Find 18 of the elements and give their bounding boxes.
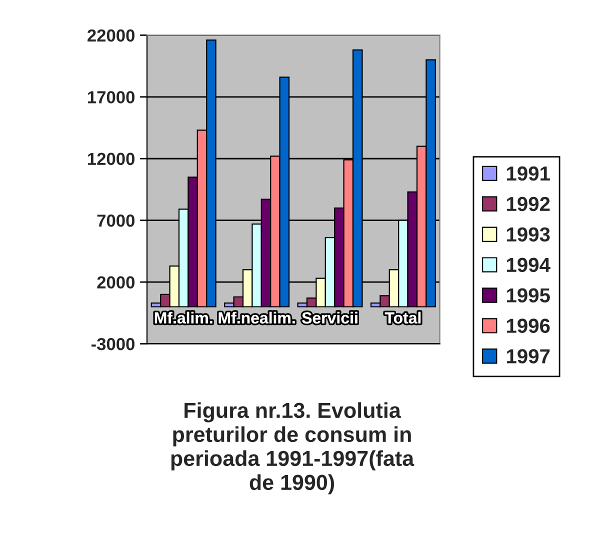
legend-label: 1993 bbox=[506, 227, 550, 242]
x-tick-label: Mf.alim. bbox=[154, 312, 212, 324]
legend-label: 1997 bbox=[506, 349, 550, 364]
x-tick-label: Servicii bbox=[302, 312, 358, 324]
legend-label: 1991 bbox=[506, 166, 550, 181]
y-tick-label: 2000 bbox=[97, 276, 134, 289]
legend-label: 1994 bbox=[506, 258, 550, 272]
y-tick-label: 7000 bbox=[97, 214, 134, 227]
legend-label: 1995 bbox=[506, 288, 550, 302]
x-tick-label: Mf.nealim. bbox=[218, 312, 295, 324]
y-tick-label: 17000 bbox=[88, 91, 134, 104]
legend-label: 1992 bbox=[506, 196, 550, 212]
y-tick-label: -3000 bbox=[91, 338, 134, 350]
y-tick-label: 22000 bbox=[88, 29, 134, 42]
legend-label: 1996 bbox=[506, 318, 550, 333]
y-tick-label: 12000 bbox=[88, 152, 134, 166]
text: Figura nr.13. Evolutia preturilor de consum in perioada 1991-1997(fata de 1990) bbox=[171, 402, 414, 494]
x-tick-label: Total bbox=[384, 312, 421, 324]
